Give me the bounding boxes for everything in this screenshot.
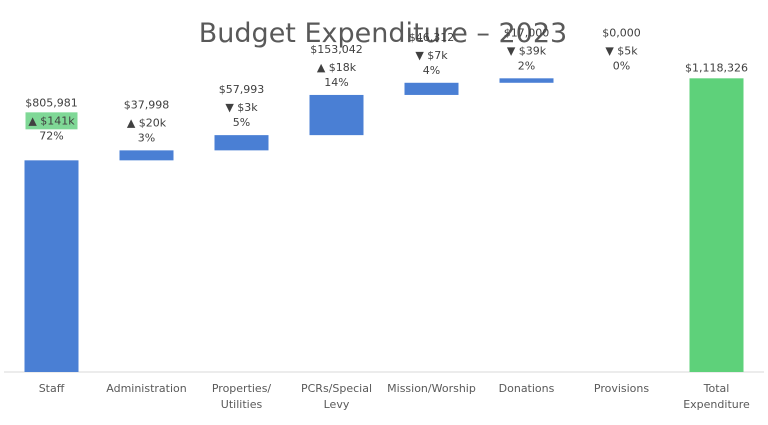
category-label: Provisions bbox=[594, 382, 650, 395]
category-label: Donations bbox=[499, 382, 555, 395]
change-highlight bbox=[25, 112, 78, 130]
bar-6 bbox=[499, 78, 554, 83]
value-label: $57,993 bbox=[219, 83, 265, 96]
change-label: ▼ $3k bbox=[225, 101, 258, 114]
share-label: 4% bbox=[423, 64, 440, 77]
category-label: PCRs/Special bbox=[301, 382, 372, 395]
bar-3 bbox=[214, 135, 269, 151]
value-label: $0,000 bbox=[602, 26, 641, 39]
share-label: 0% bbox=[613, 59, 630, 72]
category-label: Mission/Worship bbox=[387, 382, 476, 395]
category-label: Utilities bbox=[221, 398, 263, 411]
bar-2 bbox=[119, 150, 174, 161]
total-bar bbox=[689, 78, 744, 372]
category-label: Staff bbox=[39, 382, 65, 395]
total-value-label: $1,118,326 bbox=[685, 61, 748, 74]
chart-title: Budget Expenditure – 2023 bbox=[199, 18, 567, 49]
value-label: $153,042 bbox=[310, 43, 363, 56]
bar-4 bbox=[309, 94, 364, 136]
value-label: $805,981 bbox=[25, 96, 78, 109]
bar-5 bbox=[404, 82, 459, 95]
value-label: $17,000 bbox=[504, 26, 550, 39]
chart-marks: $805,981 ▲ $141k 72% Staff $37,998 ▲ $20k 3% Ad… bbox=[24, 26, 750, 411]
share-label: 5% bbox=[233, 116, 250, 129]
change-label: ▼ $5k bbox=[605, 44, 638, 57]
change-label: ▲ $18k bbox=[317, 61, 357, 74]
share-label: 14% bbox=[324, 76, 348, 89]
bar-1 bbox=[24, 160, 79, 372]
change-label: ▲ $141k bbox=[28, 114, 75, 127]
share-label: 2% bbox=[518, 59, 535, 72]
value-label: $46,312 bbox=[409, 31, 455, 44]
category-label: Levy bbox=[324, 398, 350, 411]
change-label: ▲ $20k bbox=[127, 116, 167, 129]
change-label: ▼ $39k bbox=[507, 44, 547, 57]
value-label: $37,998 bbox=[124, 98, 170, 111]
share-label: 3% bbox=[138, 131, 155, 144]
category-label: Properties/ bbox=[212, 382, 272, 395]
category-label: Expenditure bbox=[683, 398, 750, 411]
share-label: 72% bbox=[39, 129, 63, 142]
category-label: Administration bbox=[106, 382, 187, 395]
change-label: ▼ $7k bbox=[415, 49, 448, 62]
category-label: Total bbox=[703, 382, 730, 395]
